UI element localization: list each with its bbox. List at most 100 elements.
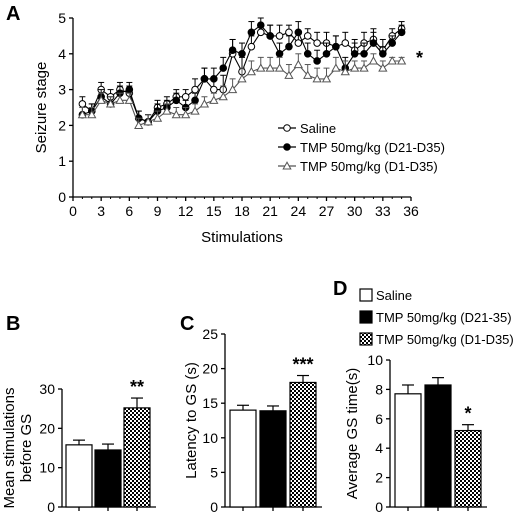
data-point: [96, 95, 106, 104]
data-point: [87, 109, 97, 119]
legend-swatch: [359, 332, 373, 346]
panel-c-y-tick-label: 0: [210, 499, 218, 515]
data-point: [238, 50, 246, 58]
panel-d-y-axis-title: Average GS time(s): [344, 368, 361, 499]
data-point: [181, 109, 191, 119]
data-point: [125, 85, 134, 94]
data-point: [331, 63, 341, 72]
legend-swatch: [359, 288, 373, 302]
data-point: [265, 63, 275, 72]
panel-c-y-axis-title: Latency to GS (s): [183, 362, 200, 479]
panel-a-y-tick-label: 2: [58, 117, 66, 133]
data-point: [275, 50, 284, 58]
panel-d-letter: D: [333, 278, 347, 300]
data-point: [313, 57, 321, 65]
series-2: [78, 17, 406, 126]
data-point: [294, 39, 303, 47]
data-point: [115, 95, 125, 104]
data-point: [247, 28, 256, 37]
data-point: [218, 91, 228, 101]
panel-a-y-tick-label: 4: [58, 46, 66, 62]
data-point: [293, 59, 303, 69]
data-point: [237, 74, 247, 83]
data-point: [387, 56, 397, 65]
panel-a-x-tick-label: 9: [154, 203, 162, 219]
panel-d-y-tick-label: 4: [375, 440, 383, 456]
data-point: [256, 21, 265, 29]
legend-label: Saline: [300, 121, 336, 136]
data-point: [219, 64, 228, 72]
panel-d-bar: [394, 393, 422, 508]
data-point: [172, 96, 181, 105]
data-point: [228, 46, 237, 55]
data-point: [227, 84, 238, 94]
data-point: [350, 50, 359, 58]
data-point: [350, 63, 360, 72]
data-point: [256, 63, 266, 72]
data-point: [303, 32, 312, 40]
panel-d-bar: [454, 429, 482, 508]
data-point: [368, 56, 379, 65]
panel-a-x-tick-label: 12: [178, 203, 194, 219]
data-point: [397, 28, 406, 37]
data-point: [199, 99, 210, 108]
panel-a-x-tick-label: 18: [234, 203, 250, 219]
data-point: [134, 120, 144, 129]
panel-c-bar: [289, 381, 317, 508]
panel-a-y-tick-label: 1: [58, 153, 66, 169]
panel-c-bar: [259, 410, 287, 508]
data-point: [266, 32, 274, 40]
legend-label: TMP 50mg/kg (D21-D35): [300, 140, 445, 155]
panel-a-letter: A: [6, 3, 20, 25]
data-point: [285, 42, 293, 51]
data-point: [247, 42, 256, 51]
data-point: [322, 50, 331, 58]
data-point: [332, 42, 340, 51]
panel-a-y-tick-label: 0: [58, 189, 66, 205]
panel-a-x-axis-title: Stimulations: [201, 229, 283, 246]
data-point: [303, 50, 312, 58]
data-point: [162, 106, 172, 115]
panel-d-significance: *: [464, 404, 471, 424]
panel-d-y-tick-label: 0: [375, 499, 383, 515]
panel-d-bar: [424, 384, 452, 508]
panel-a-x-tick-label: 33: [375, 203, 391, 219]
data-point: [152, 113, 163, 122]
data-point: [312, 74, 322, 83]
data-point: [246, 66, 257, 76]
data-point: [360, 50, 368, 58]
panel-a-x-tick-label: 27: [319, 203, 335, 219]
legend-label: TMP 50mg/kg (D1-D35): [376, 332, 514, 347]
data-point: [294, 28, 303, 37]
panel-b-y-axis-title-line: Mean stimulations: [1, 388, 18, 509]
panel-b-y-tick-label: 30: [39, 381, 55, 397]
data-point: [191, 96, 199, 105]
panel-a-y-tick-label: 3: [58, 82, 66, 98]
panel-a-significance: *: [416, 48, 423, 68]
legend-marker: [283, 124, 291, 132]
panel-d-y-tick-label: 2: [375, 470, 383, 486]
data-point: [105, 99, 116, 108]
panel-a-x-tick-label: 24: [291, 203, 307, 219]
panel-c-letter: C: [180, 313, 194, 335]
data-point: [190, 106, 200, 115]
data-point: [379, 50, 387, 58]
panel-c-y-tick-label: 25: [202, 326, 218, 342]
data-point: [78, 100, 87, 108]
panel-b-y-tick-label: 10: [39, 460, 55, 476]
data-point: [181, 92, 190, 101]
data-point: [124, 95, 134, 104]
panel-d-y-tick-label: 8: [375, 381, 383, 397]
panel-d-y-tick-label: 6: [375, 411, 383, 427]
panel-c-bar: [229, 409, 257, 508]
panel-b-letter: B: [6, 313, 20, 335]
data-point: [209, 95, 219, 104]
legend-marker: [282, 161, 292, 170]
panel-a-x-tick-label: 30: [347, 203, 363, 219]
data-point: [341, 39, 350, 47]
panel-c-y-tick-label: 5: [210, 464, 218, 480]
panel-c-significance: ***: [292, 355, 313, 375]
data-point: [284, 70, 294, 79]
panel-b-bar: [65, 444, 93, 508]
panel-d-y-axis-title-line: Average GS time(s): [344, 368, 361, 499]
